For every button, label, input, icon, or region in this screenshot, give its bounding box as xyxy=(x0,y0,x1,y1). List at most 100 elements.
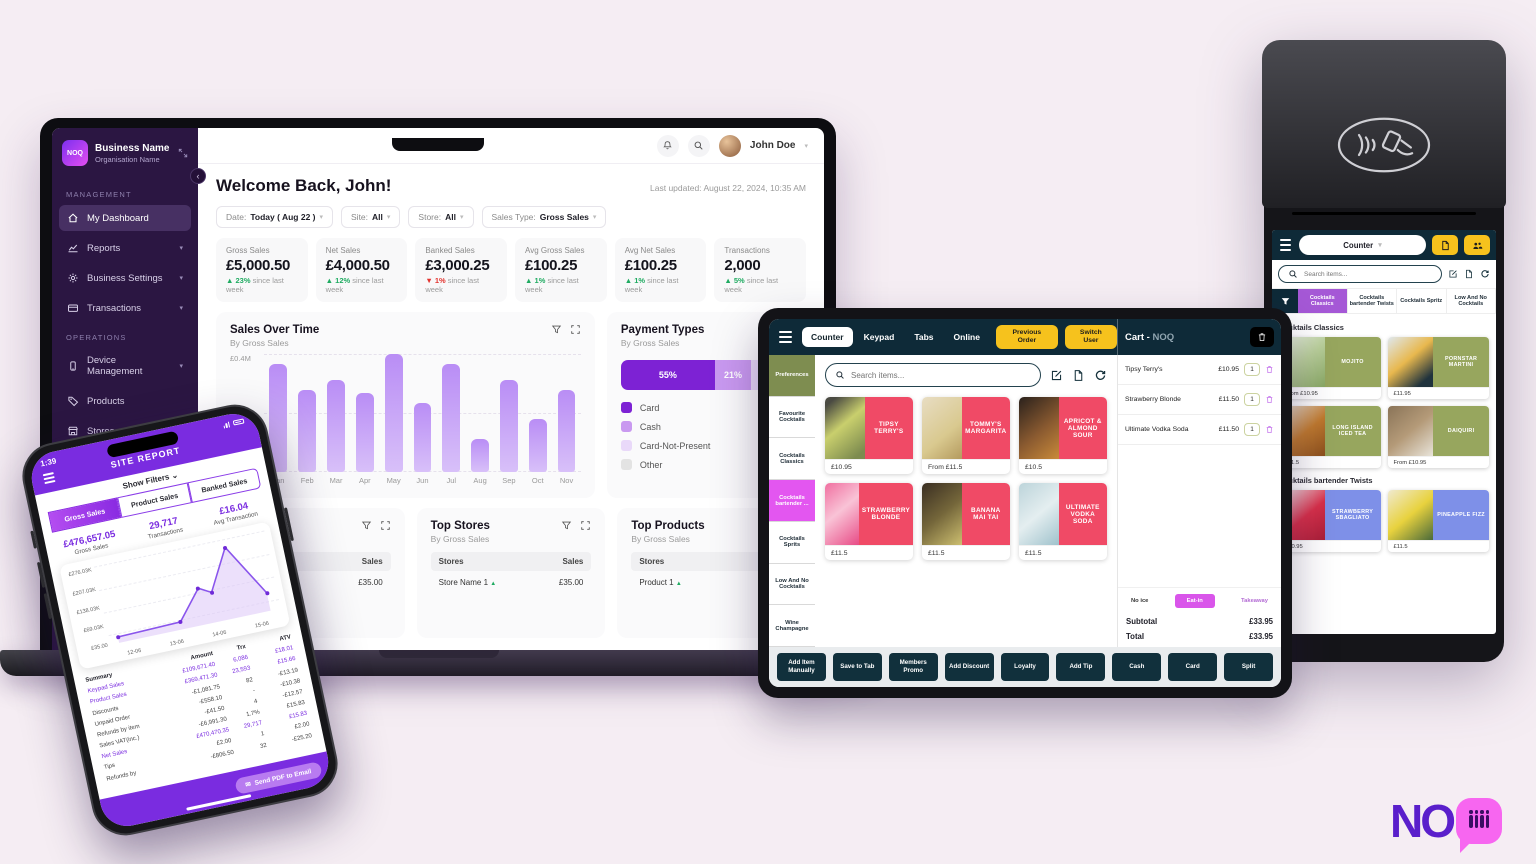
toolbar-button[interactable]: Card xyxy=(1168,653,1218,681)
product-photo xyxy=(1387,337,1434,387)
product-card[interactable]: BANANA MAI TAI £11.5 xyxy=(922,483,1010,560)
terminal-topbar: Counter ▾ xyxy=(1272,230,1496,260)
product-card[interactable]: TIPSY TERRY'S £10.95 xyxy=(825,397,913,474)
order-option[interactable]: Eat-in xyxy=(1174,594,1215,608)
edit-icon[interactable] xyxy=(1050,369,1063,382)
product-card[interactable]: STRAWBERRY SBAGLIATO £10.95 xyxy=(1279,490,1381,552)
product-price: £11.5 xyxy=(1019,545,1107,560)
stat-change: ▲ 1% xyxy=(525,276,546,285)
toolbar-button[interactable]: Loyalty xyxy=(1000,653,1050,681)
sidebar-item-dashboard[interactable]: My Dashboard xyxy=(59,205,191,231)
order-option[interactable]: Takeaway xyxy=(1241,598,1268,604)
toolbar-button[interactable]: Members Promo xyxy=(888,653,938,681)
sidebar-item-business-settings[interactable]: Business Settings ▾ xyxy=(59,265,191,291)
phone-stat: £16.04 Avg Transaction xyxy=(213,500,259,528)
filter-icon[interactable] xyxy=(551,324,562,335)
counter-dropdown[interactable]: Counter ▾ xyxy=(1299,235,1426,255)
orders-button[interactable] xyxy=(1432,235,1458,255)
toolbar-button[interactable]: Add Tip xyxy=(1056,653,1106,681)
user-avatar[interactable] xyxy=(718,134,741,157)
document-icon[interactable] xyxy=(1072,369,1085,382)
quantity-stepper[interactable]: 1 xyxy=(1244,363,1260,376)
remove-item-icon[interactable] xyxy=(1265,395,1274,404)
filter-icon[interactable] xyxy=(561,520,572,531)
filter-icon[interactable] xyxy=(361,520,372,531)
remove-item-icon[interactable] xyxy=(1265,365,1274,374)
tablet-screen: Counter Keypad Tabs Online Previous Order S… xyxy=(769,319,1281,687)
search-input[interactable] xyxy=(825,363,1041,387)
pos-tab[interactable]: Counter xyxy=(802,327,853,347)
toolbar-button[interactable]: Cash xyxy=(1112,653,1162,681)
table-row[interactable]: Store Name 1 ▲ £35.00 xyxy=(438,578,584,587)
search-input[interactable] xyxy=(1278,265,1442,283)
filter-pill[interactable]: Date: Today ( Aug 22 ) ▾ xyxy=(216,206,334,228)
product-name: APRICOT & ALMOND SOUR xyxy=(1058,397,1107,459)
document-icon[interactable] xyxy=(1464,269,1474,279)
pos-tab[interactable]: Online xyxy=(953,332,980,342)
search-button[interactable] xyxy=(687,134,710,157)
collapse-sidebar-button[interactable]: ‹ xyxy=(190,168,206,184)
category-tab[interactable]: Cocktails Spritz xyxy=(1397,289,1447,313)
sidebar-item-transactions[interactable]: Transactions ▾ xyxy=(59,295,191,321)
bar-column: Feb xyxy=(293,354,322,486)
product-card[interactable]: TOMMY'S MARGARITA From £11.5 xyxy=(922,397,1010,474)
category-item[interactable]: Favourite Cocktails xyxy=(769,396,815,439)
toolbar-button[interactable]: Add Discount xyxy=(944,653,994,681)
expand-icon[interactable] xyxy=(580,520,591,531)
sidebar-item-products[interactable]: Products xyxy=(59,388,191,414)
toolbar-button[interactable]: Save to Tab xyxy=(832,653,882,681)
switch-user-button[interactable]: Switch User xyxy=(1064,324,1117,350)
category-item[interactable]: Cocktails Sprits xyxy=(769,521,815,564)
pos-tab[interactable]: Keypad xyxy=(863,332,895,342)
previous-order-button[interactable]: Previous Order xyxy=(995,324,1058,350)
product-card[interactable]: PORNSTAR MARTINI £11.95 xyxy=(1387,337,1489,399)
category-item[interactable]: Preferences xyxy=(769,355,815,397)
product-card[interactable]: LONG ISLAND ICED TEA £11.5 xyxy=(1279,406,1381,468)
chevron-down-icon: ▾ xyxy=(179,305,183,312)
refresh-icon[interactable] xyxy=(1094,369,1107,382)
category-tab[interactable]: Cocktails Classics xyxy=(1298,289,1348,313)
pos-toolbar: Add Item Manually Save to Tab Members Prom… xyxy=(769,647,1281,687)
expand-icon[interactable] xyxy=(570,324,581,335)
filter-pill[interactable]: Store: All ▾ xyxy=(408,206,474,228)
quantity-stepper[interactable]: 1 xyxy=(1244,423,1260,436)
product-card[interactable]: MOJITO From £10.95 xyxy=(1279,337,1381,399)
expand-sidebar-icon[interactable] xyxy=(178,148,188,158)
chart-title: Sales Over Time xyxy=(230,324,320,336)
category-item[interactable]: Low And No Cocktails xyxy=(769,563,815,606)
refresh-icon[interactable] xyxy=(1480,269,1490,279)
edit-icon[interactable] xyxy=(1448,269,1458,279)
category-item[interactable]: Cocktails bartender ... xyxy=(769,480,815,522)
product-card[interactable]: PINEAPPLE FIZZ £11.5 xyxy=(1387,490,1489,552)
category-item[interactable]: Wine Champagne xyxy=(769,605,815,648)
quantity-stepper[interactable]: 1 xyxy=(1244,393,1260,406)
filter-pill[interactable]: Site: All ▾ xyxy=(341,206,401,228)
category-tab[interactable]: Cocktails bartender Twists xyxy=(1348,289,1397,313)
toolbar-button[interactable]: Add Item Manually xyxy=(777,653,826,681)
product-card[interactable]: ULTIMATE VODKA SODA £11.5 xyxy=(1019,483,1107,560)
clear-cart-button[interactable] xyxy=(1250,327,1274,347)
order-option[interactable]: No ice xyxy=(1131,598,1149,604)
pos-tab[interactable]: Tabs xyxy=(914,332,934,342)
product-card[interactable]: STRAWBERRY BLONDE £11.5 xyxy=(825,483,913,560)
x-tick-label: Oct xyxy=(531,476,544,485)
sidebar-item-reports[interactable]: Reports ▾ xyxy=(59,235,191,261)
products-area: TIPSY TERRY'S £10.95 TOMMY'S MARGARITA F… xyxy=(815,355,1117,647)
product-card[interactable]: APRICOT & ALMOND SOUR £10.5 xyxy=(1019,397,1107,474)
product-card[interactable]: DAIQUIRI From £10.95 xyxy=(1387,406,1489,468)
sidebar-item-device-management[interactable]: Device Management ▾ xyxy=(59,348,191,384)
category-item[interactable]: Cocktails Classics xyxy=(769,438,815,481)
menu-icon[interactable] xyxy=(1280,237,1291,253)
switch-user-button[interactable] xyxy=(1464,235,1490,255)
last-updated: Last updated: August 22, 2024, 10:35 AM xyxy=(650,183,806,193)
notifications-button[interactable] xyxy=(656,134,679,157)
remove-item-icon[interactable] xyxy=(1265,425,1274,434)
toolbar-button[interactable]: Split xyxy=(1224,653,1274,681)
user-menu[interactable]: John Doe xyxy=(749,140,796,151)
category-tab[interactable]: Low And No Cocktails xyxy=(1447,289,1496,313)
expand-icon[interactable] xyxy=(380,520,391,531)
menu-icon[interactable] xyxy=(779,329,792,345)
search-icon xyxy=(1289,270,1297,278)
filter-pill[interactable]: Sales Type: Gross Sales ▾ xyxy=(481,206,607,228)
page-title: Welcome Back, John! xyxy=(216,176,392,195)
